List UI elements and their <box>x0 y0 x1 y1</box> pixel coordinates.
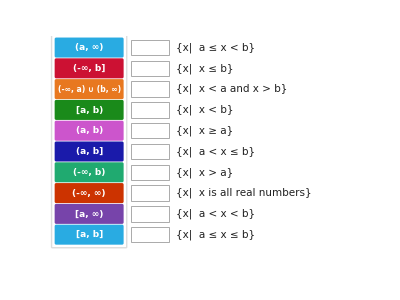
Text: {x|  a ≤ x < b}: {x| a ≤ x < b} <box>176 42 255 53</box>
FancyBboxPatch shape <box>131 206 168 222</box>
Text: (-∞, a) ∪ (b, ∞): (-∞, a) ∪ (b, ∞) <box>58 85 121 94</box>
FancyBboxPatch shape <box>131 102 168 118</box>
Text: (a, b): (a, b) <box>76 126 103 135</box>
FancyBboxPatch shape <box>55 38 124 58</box>
Text: {x|  a < x < b}: {x| a < x < b} <box>176 208 255 219</box>
Text: {x|  a < x ≤ b}: {x| a < x ≤ b} <box>176 146 255 157</box>
FancyBboxPatch shape <box>55 121 124 141</box>
Text: (a, b]: (a, b] <box>76 147 103 156</box>
FancyBboxPatch shape <box>55 225 124 245</box>
FancyBboxPatch shape <box>131 185 168 201</box>
FancyBboxPatch shape <box>131 61 168 76</box>
Text: (-∞, b]: (-∞, b] <box>73 64 105 73</box>
Text: {x|  x < b}: {x| x < b} <box>176 105 233 115</box>
FancyBboxPatch shape <box>55 58 124 78</box>
FancyBboxPatch shape <box>55 100 124 120</box>
Text: (-∞, b): (-∞, b) <box>73 168 105 177</box>
Text: {x|  x is all real numbers}: {x| x is all real numbers} <box>176 188 311 198</box>
Text: {x|  x > a}: {x| x > a} <box>176 167 233 178</box>
Text: [a, ∞): [a, ∞) <box>75 209 103 218</box>
Text: {x|  a ≤ x ≤ b}: {x| a ≤ x ≤ b} <box>176 230 255 240</box>
FancyBboxPatch shape <box>55 204 124 224</box>
FancyBboxPatch shape <box>131 165 168 180</box>
Text: (a, ∞): (a, ∞) <box>75 43 103 52</box>
FancyBboxPatch shape <box>55 79 124 99</box>
FancyBboxPatch shape <box>131 227 168 242</box>
FancyBboxPatch shape <box>131 123 168 138</box>
Text: {x|  x ≤ b}: {x| x ≤ b} <box>176 63 233 74</box>
Text: [a, b]: [a, b] <box>76 230 103 239</box>
Text: {x|  x ≥ a}: {x| x ≥ a} <box>176 125 233 136</box>
Text: (-∞, ∞): (-∞, ∞) <box>72 189 106 198</box>
FancyBboxPatch shape <box>52 34 127 248</box>
Text: [a, b): [a, b) <box>76 105 103 114</box>
FancyBboxPatch shape <box>55 183 124 203</box>
FancyBboxPatch shape <box>131 144 168 159</box>
FancyBboxPatch shape <box>55 162 124 182</box>
FancyBboxPatch shape <box>55 142 124 161</box>
Text: {x|  x < a and x > b}: {x| x < a and x > b} <box>176 84 287 94</box>
FancyBboxPatch shape <box>131 81 168 97</box>
FancyBboxPatch shape <box>131 40 168 55</box>
